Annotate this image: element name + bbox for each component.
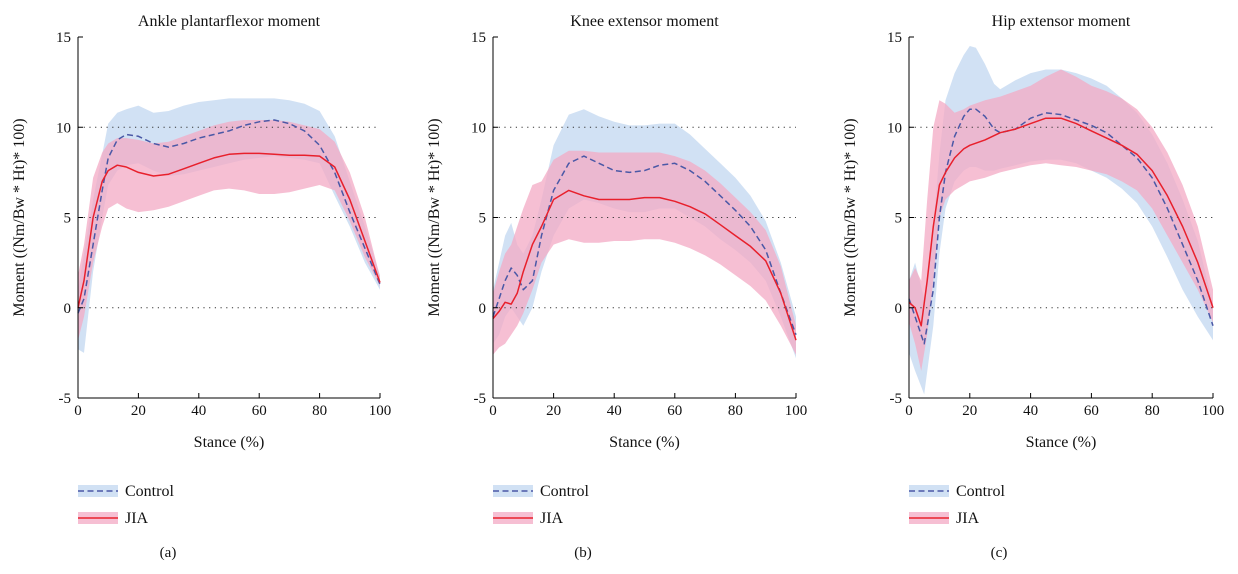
x-tick-label: 0 <box>74 403 82 419</box>
x-tick-label: 40 <box>1023 403 1038 419</box>
panel-label: (a) <box>160 545 177 561</box>
x-tick-label: 40 <box>191 403 206 419</box>
y-tick-label: 10 <box>56 120 71 136</box>
line-jia <box>908 117 1214 327</box>
band-jia <box>493 150 796 355</box>
x-tick-label: 60 <box>667 403 682 419</box>
x-axis-label: Stance (%) <box>1026 434 1097 451</box>
y-tick-label: 15 <box>471 30 486 46</box>
legend-label: JIA <box>540 510 564 527</box>
line-jia <box>492 189 797 341</box>
legend-item-control: Control <box>493 483 589 500</box>
legend-item-jia: JIA <box>493 510 564 527</box>
x-tick-label: 20 <box>962 403 977 419</box>
line-jia <box>77 152 381 308</box>
y-tick-label: 5 <box>64 211 72 227</box>
y-axis-label: Moment ((Nm/Bw * Ht)* 100) <box>842 118 859 316</box>
y-axis-label: Moment ((Nm/Bw * Ht)* 100) <box>426 118 443 316</box>
legend-item-control: Control <box>78 483 174 500</box>
y-tick-label: -5 <box>59 391 72 407</box>
legend-label: Control <box>540 483 589 500</box>
x-tick-label: 60 <box>1084 403 1099 419</box>
y-tick-label: 10 <box>887 120 902 136</box>
legend-label: JIA <box>956 510 980 527</box>
x-tick-label: 0 <box>489 403 497 419</box>
x-tick-label: 100 <box>369 403 392 419</box>
y-tick-label: 5 <box>895 211 903 227</box>
x-tick-label: 80 <box>312 403 327 419</box>
x-axis-label: Stance (%) <box>194 434 265 451</box>
band-jia <box>909 69 1213 371</box>
panel-label: (c) <box>991 545 1008 561</box>
x-tick-label: 60 <box>252 403 267 419</box>
y-tick-label: 0 <box>479 301 487 317</box>
x-tick-label: 80 <box>728 403 743 419</box>
chart-title: Ankle plantarflexor moment <box>138 13 321 30</box>
y-tick-label: 15 <box>887 30 902 46</box>
y-tick-label: 0 <box>895 301 903 317</box>
legend-item-jia: JIA <box>909 510 980 527</box>
band-jia <box>78 120 380 341</box>
y-tick-label: -5 <box>474 391 487 407</box>
x-tick-label: 0 <box>905 403 913 419</box>
chart-title: Hip extensor moment <box>992 13 1131 30</box>
x-tick-label: 100 <box>1202 403 1225 419</box>
x-tick-label: 80 <box>1145 403 1160 419</box>
x-tick-label: 20 <box>131 403 146 419</box>
legend-item-control: Control <box>909 483 1005 500</box>
y-tick-label: 0 <box>64 301 72 317</box>
legend-label: Control <box>956 483 1005 500</box>
x-axis-label: Stance (%) <box>609 434 680 451</box>
line-control <box>492 155 797 336</box>
y-tick-label: 15 <box>56 30 71 46</box>
x-tick-label: 40 <box>607 403 622 419</box>
y-tick-label: 5 <box>479 211 487 227</box>
x-tick-label: 20 <box>546 403 561 419</box>
legend-item-jia: JIA <box>78 510 149 527</box>
panel-label: (b) <box>574 545 592 561</box>
line-control <box>77 119 381 314</box>
legend-label: JIA <box>125 510 149 527</box>
y-tick-label: 10 <box>471 120 486 136</box>
x-tick-label: 100 <box>785 403 808 419</box>
y-axis-label: Moment ((Nm/Bw * Ht)* 100) <box>11 118 28 316</box>
legend-label: Control <box>125 483 174 500</box>
chart-title: Knee extensor moment <box>570 13 719 30</box>
y-tick-label: -5 <box>890 391 903 407</box>
